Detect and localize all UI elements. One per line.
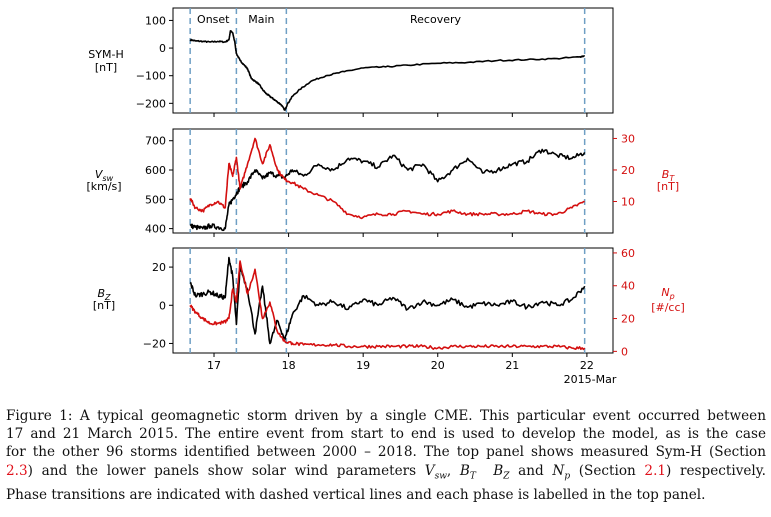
bt-axis-unit: [nT] xyxy=(657,180,679,193)
y-tick-label: −100 xyxy=(136,70,166,83)
y2-tick-label: 30 xyxy=(621,132,635,145)
y-tick-label: 400 xyxy=(145,223,166,236)
y-tick-label: −200 xyxy=(136,97,166,110)
vsw-subscript: sw xyxy=(102,174,113,183)
series-line-v-sw xyxy=(189,148,586,232)
caption-text: and xyxy=(509,462,553,479)
bt-symbol: B xyxy=(662,168,670,181)
symh-axis-unit: [nT] xyxy=(95,61,117,74)
panel-bottom-frame xyxy=(172,247,614,354)
math-symbol: B xyxy=(493,462,504,479)
y2-tick-label: 20 xyxy=(621,164,635,177)
math-symbol: N xyxy=(552,462,565,479)
x-axis-date-label: 2015-Mar xyxy=(564,373,617,386)
caption-line-3: for the other 96 storms identified betwe… xyxy=(6,444,766,461)
np-subscript: p xyxy=(669,292,675,301)
y2-tick-label: 40 xyxy=(621,280,635,293)
vsw-axis-unit: [km/s] xyxy=(86,180,121,193)
y2-tick-label: 10 xyxy=(621,195,635,208)
caption-line-2: 17 and 21 March 2015. The entire event f… xyxy=(6,426,766,443)
section-ref-2-3[interactable]: 2.3 xyxy=(6,462,28,479)
math-subscript: Z xyxy=(503,471,510,482)
caption-line-5: Phase transitions are indicated with das… xyxy=(6,486,706,503)
x-tick-label: 19 xyxy=(356,359,370,372)
math-symbol: V xyxy=(424,462,435,479)
phase-label-onset: Onset xyxy=(197,13,230,26)
math-np: Np xyxy=(552,462,571,482)
bz-subscript: Z xyxy=(104,293,111,302)
y-tick-label: 0 xyxy=(159,299,166,312)
caption-text: , xyxy=(446,462,460,479)
symh-axis-label: SYM-H xyxy=(88,48,123,61)
series-line-b-t xyxy=(189,137,585,220)
figure-caption: Figure 1: A typical geomagnetic storm dr… xyxy=(6,407,766,504)
np-axis-unit: [#/cc] xyxy=(651,301,685,314)
y-tick-label: 20 xyxy=(152,261,166,274)
math-bt: BT xyxy=(459,462,476,482)
x-tick-label: 21 xyxy=(505,359,519,372)
series-line-n-p xyxy=(189,260,586,351)
math-subscript: p xyxy=(564,471,571,482)
caption-text: ) respectively. xyxy=(666,462,766,479)
math-bz: BZ xyxy=(493,462,510,482)
math-vsw: Vsw xyxy=(424,462,447,482)
y2-tick-label: 60 xyxy=(621,247,635,260)
math-symbol: B xyxy=(459,462,470,479)
x-tick-label: 18 xyxy=(282,359,296,372)
series-line-b-z xyxy=(189,256,586,345)
panel-top-frame xyxy=(172,7,614,114)
caption-line-4: 2.3) and the lower panels show solar win… xyxy=(6,462,766,486)
y-tick-label: 600 xyxy=(145,164,166,177)
y-tick-label: 500 xyxy=(145,193,166,206)
section-ref-2-1[interactable]: 2.1 xyxy=(644,462,667,479)
caption-text: ) and the lower panels show solar wind p… xyxy=(27,462,425,479)
vsw-axis-label: Vsw xyxy=(95,168,114,183)
x-tick-label: 22 xyxy=(580,359,594,372)
caption-text xyxy=(476,463,493,479)
storm-figure: 1000−100−200400500600700102030200−200204… xyxy=(86,7,685,386)
bt-subscript: T xyxy=(669,174,675,183)
phase-label-main: Main xyxy=(248,13,274,26)
caption-text: (Section xyxy=(570,462,645,479)
y2-tick-label: 20 xyxy=(621,313,635,326)
bz-axis-label: BZ xyxy=(97,287,111,302)
panel-middle-frame xyxy=(172,128,614,234)
math-subscript: sw xyxy=(434,471,447,482)
bz-symbol: B xyxy=(97,287,105,300)
np-axis-label: Np xyxy=(661,286,674,301)
bt-axis-label: BT xyxy=(662,168,676,183)
series-line-sym-h xyxy=(189,30,585,111)
y-tick-label: 700 xyxy=(145,135,166,148)
y-tick-label: −20 xyxy=(143,337,166,350)
math-subscript: T xyxy=(469,471,476,482)
y2-tick-label: 0 xyxy=(621,345,628,358)
y-tick-label: 100 xyxy=(145,14,166,27)
np-symbol: N xyxy=(661,286,669,299)
caption-line-1: Figure 1: A typical geomagnetic storm dr… xyxy=(6,408,766,424)
phase-label-recovery: Recovery xyxy=(410,13,461,26)
bz-axis-unit: [nT] xyxy=(93,299,115,312)
y-tick-label: 0 xyxy=(159,42,166,55)
vsw-symbol: V xyxy=(95,168,104,181)
x-tick-label: 17 xyxy=(207,359,221,372)
x-tick-label: 20 xyxy=(431,359,445,372)
